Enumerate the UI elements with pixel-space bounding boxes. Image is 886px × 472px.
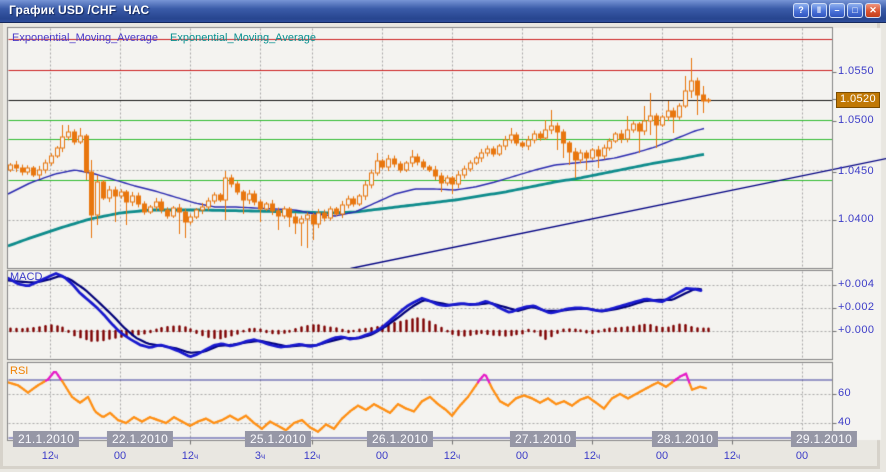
rsi-labels-item: 60: [838, 387, 852, 399]
price-labels-item: 1.0450: [838, 165, 875, 177]
time-tick-label: 12ч: [42, 450, 58, 462]
time-value: 00: [655, 450, 669, 462]
price-labels-item: 1.0550: [838, 65, 875, 77]
price-labels-item: 1.0500: [838, 114, 875, 126]
time-tick-label: 00: [656, 450, 668, 462]
window-title: График USD /CHF ЧАС: [9, 3, 150, 17]
legend-ema-slow: Exponential_Moving_Average: [170, 32, 316, 44]
time-value: 00: [375, 450, 389, 462]
price-labels-item: 1.0400: [838, 213, 875, 225]
legend-ema-fast: Exponential_Moving_Average: [12, 32, 158, 44]
time-tick-label: 12ч: [724, 450, 740, 462]
time-tick-label: 00: [114, 450, 126, 462]
macd-labels-item: +0.004: [838, 278, 875, 290]
time-unit: ч: [596, 452, 601, 461]
time-unit: ч: [456, 452, 461, 461]
time-value: 12: [443, 450, 457, 462]
time-value: 00: [113, 450, 127, 462]
time-value: 12: [583, 450, 597, 462]
time-unit: ч: [316, 452, 321, 461]
date-badge: 27.1.2010: [509, 431, 577, 447]
time-tick-label: 12ч: [182, 450, 198, 462]
time-unit: ч: [194, 452, 199, 461]
date-badge: 22.1.2010: [106, 431, 174, 447]
help-button[interactable]: ?: [793, 3, 809, 18]
date-badge: 29.1.2010: [790, 431, 858, 447]
titlebar[interactable]: График USD /CHF ЧАС ? ‖ – □ ✕: [0, 0, 886, 23]
time-value: 3: [254, 450, 261, 462]
time-unit: ч: [736, 452, 741, 461]
window-controls: ? ‖ – □ ✕: [793, 3, 881, 18]
minimize-button[interactable]: –: [829, 3, 845, 18]
date-badge: 28.1.2010: [651, 431, 719, 447]
time-tick-label: 3ч: [255, 450, 265, 462]
macd-panel-label: MACD: [10, 271, 43, 283]
pause-button[interactable]: ‖: [811, 3, 827, 18]
time-value: 00: [515, 450, 529, 462]
time-tick-label: 12ч: [584, 450, 600, 462]
time-value: 12: [303, 450, 317, 462]
time-tick-label: 00: [796, 450, 808, 462]
close-button[interactable]: ✕: [865, 3, 881, 18]
time-tick-label: 12ч: [304, 450, 320, 462]
current-price-tag: 1.0520: [836, 92, 880, 108]
time-unit: ч: [54, 452, 59, 461]
maximize-button[interactable]: □: [847, 3, 863, 18]
rsi-panel-label: RSI: [10, 365, 29, 377]
time-tick-label: 12ч: [444, 450, 460, 462]
time-tick-label: 00: [376, 450, 388, 462]
date-badge: 26.1.2010: [366, 431, 434, 447]
time-value: 12: [723, 450, 737, 462]
rsi-labels-item: 40: [838, 416, 852, 428]
time-unit: ч: [260, 452, 266, 461]
time-value: 00: [795, 450, 809, 462]
date-badge: 25.1.2010: [244, 431, 312, 447]
time-value: 12: [181, 450, 195, 462]
time-value: 12: [41, 450, 55, 462]
date-badge: 21.1.2010: [12, 431, 80, 447]
macd-labels-item: +0.002: [838, 301, 875, 313]
macd-labels-item: +0.000: [838, 324, 875, 336]
time-tick-label: 00: [516, 450, 528, 462]
